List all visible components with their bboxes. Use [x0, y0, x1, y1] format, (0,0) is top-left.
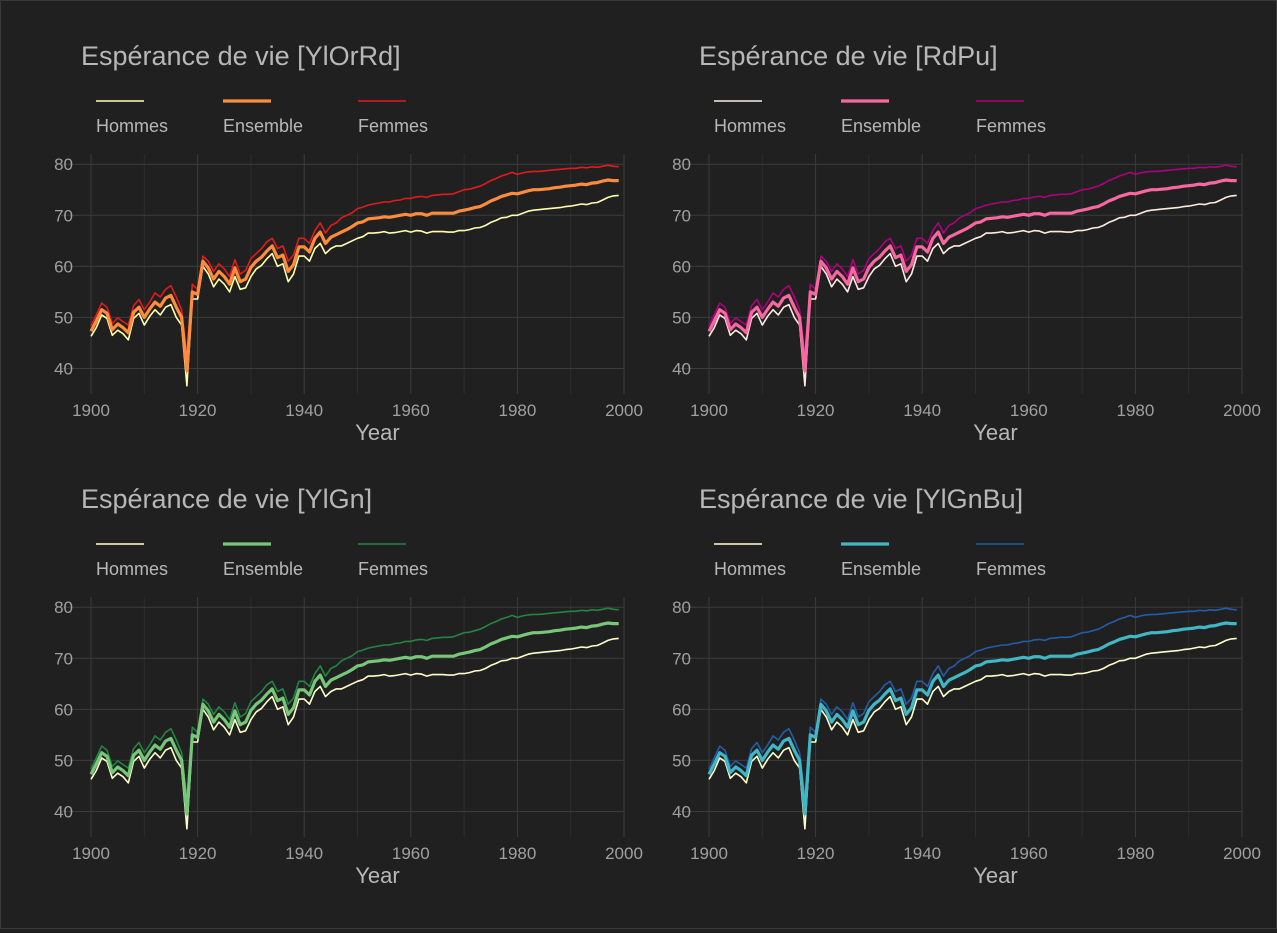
- legend-label: Femmes: [976, 559, 1046, 579]
- y-tick-label: 70: [672, 206, 691, 225]
- y-tick-label: 70: [672, 649, 691, 668]
- y-tick-label: 50: [54, 308, 73, 327]
- y-tick-label: 80: [54, 155, 73, 174]
- legend-label: Ensemble: [223, 116, 303, 136]
- legend-label: Femmes: [358, 559, 428, 579]
- y-tick-label: 60: [672, 700, 691, 719]
- x-tick-label: 1980: [498, 401, 536, 420]
- chart-panel: Espérance de vie [RdPu] Hommes Ensemble Fem…: [672, 41, 1261, 445]
- chart-panel: Espérance de vie [YlOrRd] Hommes Ensemble F…: [54, 41, 643, 445]
- y-tick-label: 50: [54, 751, 73, 770]
- x-tick-label: 1960: [1010, 401, 1048, 420]
- series-line-ensemble: [89, 621, 619, 816]
- legend-label: Hommes: [714, 116, 786, 136]
- y-tick-label: 70: [54, 206, 73, 225]
- chart-title: Espérance de vie [RdPu]: [699, 41, 998, 71]
- legend-label: Ensemble: [223, 559, 303, 579]
- series-line-ensemble: [89, 178, 619, 373]
- y-tick-label: 50: [672, 751, 691, 770]
- x-tick-label: 2000: [1223, 844, 1261, 863]
- chart-panel: Espérance de vie [YlGnBu] Hommes Ensemble F…: [672, 484, 1261, 888]
- y-tick-label: 60: [54, 700, 73, 719]
- legend-label: Femmes: [976, 116, 1046, 136]
- x-tick-label: 1920: [179, 844, 217, 863]
- x-tick-label: 1920: [179, 401, 217, 420]
- x-tick-label: 2000: [605, 844, 643, 863]
- series-line-femmes: [90, 164, 619, 357]
- x-tick-label: 1940: [285, 401, 323, 420]
- x-tick-label: 1920: [797, 401, 835, 420]
- x-axis-label: Year: [355, 420, 399, 445]
- x-tick-label: 1940: [903, 844, 941, 863]
- y-tick-label: 80: [672, 598, 691, 617]
- series-line-hommes: [708, 194, 1237, 387]
- series-line-hommes: [708, 637, 1237, 830]
- x-tick-label: 1960: [392, 844, 430, 863]
- legend-label: Ensemble: [841, 116, 921, 136]
- series-line-hommes: [90, 194, 619, 387]
- x-tick-label: 1920: [797, 844, 835, 863]
- y-tick-label: 40: [672, 802, 691, 821]
- x-axis-label: Year: [973, 420, 1017, 445]
- x-tick-label: 1980: [1116, 844, 1154, 863]
- y-tick-label: 60: [672, 257, 691, 276]
- x-tick-label: 1940: [285, 844, 323, 863]
- x-axis-label: Year: [973, 863, 1017, 888]
- chart-title: Espérance de vie [YlGnBu]: [699, 484, 1023, 514]
- x-tick-label: 1900: [72, 401, 110, 420]
- x-tick-label: 1900: [72, 844, 110, 863]
- y-tick-label: 80: [672, 155, 691, 174]
- y-tick-label: 40: [54, 359, 73, 378]
- x-tick-label: 1900: [690, 844, 728, 863]
- legend-label: Femmes: [358, 116, 428, 136]
- x-tick-label: 1960: [392, 401, 430, 420]
- y-tick-label: 50: [672, 308, 691, 327]
- chart-panel: Espérance de vie [YlGn] Hommes Ensemble Fem…: [54, 484, 643, 888]
- y-tick-label: 70: [54, 649, 73, 668]
- series-line-femmes: [90, 607, 619, 800]
- x-tick-label: 2000: [1223, 401, 1261, 420]
- y-tick-label: 60: [54, 257, 73, 276]
- chart-title: Espérance de vie [YlGn]: [81, 484, 372, 514]
- x-tick-label: 1960: [1010, 844, 1048, 863]
- x-tick-label: 1980: [498, 844, 536, 863]
- x-tick-label: 1940: [903, 401, 941, 420]
- y-tick-label: 40: [54, 802, 73, 821]
- legend-label: Hommes: [96, 116, 168, 136]
- x-tick-label: 1900: [690, 401, 728, 420]
- x-axis-label: Year: [355, 863, 399, 888]
- y-tick-label: 40: [672, 359, 691, 378]
- x-tick-label: 1980: [1116, 401, 1154, 420]
- chart-title: Espérance de vie [YlOrRd]: [81, 41, 401, 71]
- x-tick-label: 2000: [605, 401, 643, 420]
- series-line-femmes: [708, 164, 1237, 357]
- series-line-ensemble: [707, 621, 1237, 816]
- y-tick-label: 80: [54, 598, 73, 617]
- legend-label: Ensemble: [841, 559, 921, 579]
- legend-label: Hommes: [96, 559, 168, 579]
- legend-label: Hommes: [714, 559, 786, 579]
- series-line-hommes: [90, 637, 619, 830]
- series-line-femmes: [708, 607, 1237, 800]
- series-line-ensemble: [707, 178, 1237, 373]
